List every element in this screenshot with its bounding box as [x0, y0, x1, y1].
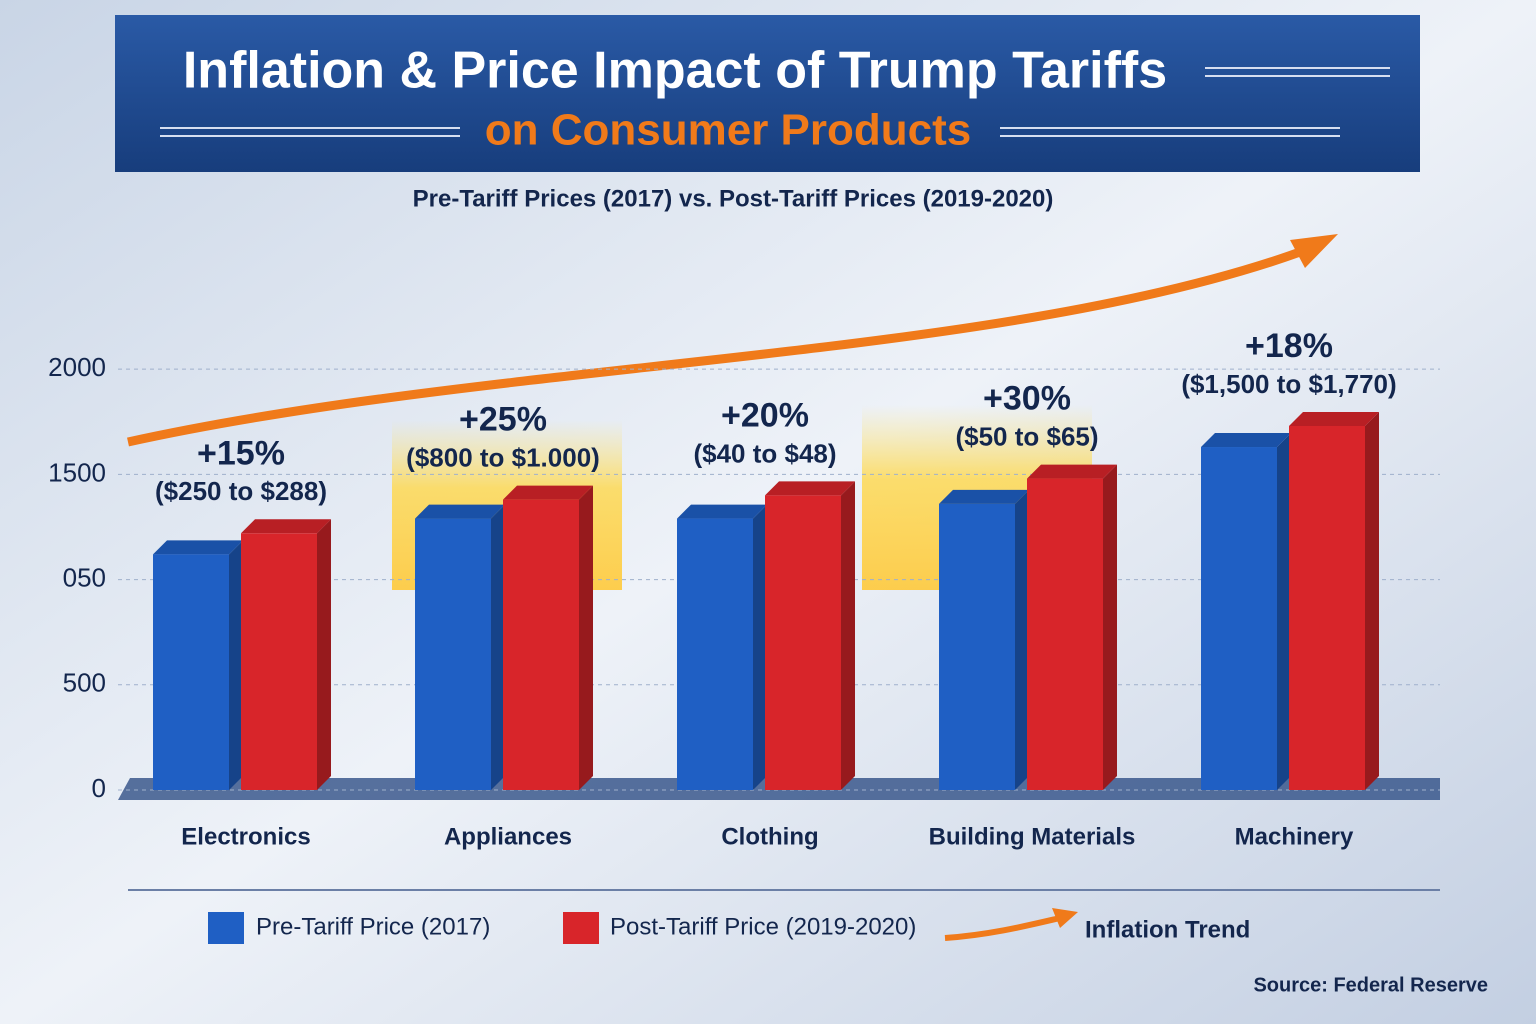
bar-top	[1201, 433, 1291, 448]
bar-side	[579, 485, 593, 790]
legend-label: Post-Tariff Price (2019-2020)	[610, 913, 916, 940]
x-tick-label: Machinery	[1235, 823, 1354, 850]
bar	[241, 533, 317, 790]
legend-swatch	[208, 912, 244, 944]
bar-side	[491, 504, 505, 790]
x-tick-label: Building Materials	[929, 823, 1136, 850]
y-tick-label: 0	[92, 773, 106, 803]
bar	[153, 554, 229, 790]
x-tick-label: Appliances	[444, 823, 572, 850]
chart-title-line2: on Consumer Products	[485, 106, 972, 155]
y-tick-label: 2000	[48, 352, 106, 382]
bar	[939, 503, 1015, 790]
annotation-change: +30%	[983, 380, 1071, 418]
bar	[677, 518, 753, 790]
annotation-change: +18%	[1245, 327, 1333, 365]
source: Source: Federal Reserve	[1253, 974, 1488, 996]
bar	[415, 518, 491, 790]
legend-arrow-head	[1052, 908, 1078, 928]
legend-arrow	[944, 915, 1061, 941]
bar-side	[317, 519, 331, 790]
bar-top	[677, 504, 767, 519]
bar-top	[1027, 464, 1117, 479]
bar-side	[229, 540, 243, 790]
x-tick-label: Clothing	[721, 823, 818, 850]
bar-top	[415, 504, 505, 519]
annotation-detail: ($50 to $65)	[955, 421, 1098, 451]
banner-rules	[160, 67, 1390, 137]
bar-side	[1365, 411, 1379, 790]
annotation-detail: ($1,500 to $1,770)	[1181, 369, 1396, 399]
bar-top	[503, 485, 593, 500]
annotation-change: +20%	[721, 396, 809, 434]
bar	[1027, 478, 1103, 790]
bar-side	[1015, 489, 1029, 790]
chart-subtitle: Pre-Tariff Prices (2017) vs. Post-Tariff…	[413, 185, 1054, 212]
bar-top	[1289, 411, 1379, 426]
bar	[1201, 447, 1277, 790]
bar	[503, 499, 579, 790]
bar-side	[841, 481, 855, 790]
annotation-detail: ($250 to $288)	[155, 476, 327, 506]
bar-top	[153, 540, 243, 555]
y-tick-label: 1500	[48, 457, 106, 487]
bar-top	[765, 481, 855, 496]
y-tick-label: 500	[63, 668, 106, 698]
legend-label: Inflation Trend	[1085, 916, 1250, 943]
trend-arrow-head	[1290, 234, 1338, 268]
legend-swatch	[563, 912, 599, 944]
bar-top	[241, 519, 331, 534]
bar-side	[753, 504, 767, 790]
legend-label: Pre-Tariff Price (2017)	[256, 913, 490, 940]
trend-arrow	[127, 247, 1302, 447]
bar-top	[939, 489, 1029, 504]
bar	[765, 495, 841, 790]
chart-title: Inflation & Price Impact of Trump Tariff…	[183, 42, 1167, 100]
annotation-change: +25%	[459, 401, 547, 439]
y-tick-label: 050	[63, 562, 106, 592]
bar	[1289, 425, 1365, 790]
annotation-detail: ($40 to $48)	[693, 438, 836, 468]
bar-side	[1103, 464, 1117, 790]
title-banner	[115, 15, 1420, 172]
x-tick-label: Electronics	[181, 823, 310, 850]
annotation-change: +15%	[197, 434, 285, 472]
annotation-detail: ($800 to $1.000)	[406, 443, 600, 473]
bar-side	[1277, 433, 1291, 790]
